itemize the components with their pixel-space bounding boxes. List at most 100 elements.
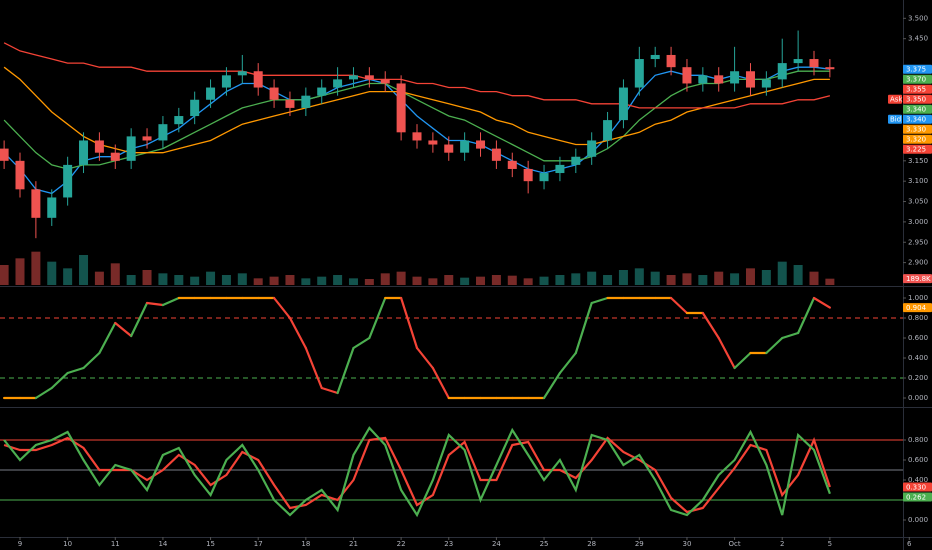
volume-bar [682, 273, 692, 285]
volume-bar [714, 271, 724, 285]
oscillator-segment [558, 351, 577, 375]
candle-body [31, 189, 41, 218]
x-tick-label: 18 [301, 540, 310, 548]
volume-bar [634, 268, 644, 285]
x-tick-label: 17 [254, 540, 263, 548]
x-tick-label: 11 [111, 540, 120, 548]
price-tag [903, 124, 932, 134]
volume-bar [412, 276, 422, 285]
side-label: Ask [890, 96, 903, 104]
volume-bar [174, 275, 184, 285]
volume-bar [221, 275, 231, 285]
y-tick-label: 0.000 [908, 516, 928, 524]
moving-average [3, 42, 831, 109]
x-tick-label: Oct [729, 540, 741, 548]
volume-bar [396, 271, 406, 285]
value-tag [903, 482, 932, 492]
volume-bar [523, 278, 533, 285]
price-tag-label: 3.375 [906, 66, 926, 74]
volume-tag [903, 274, 932, 284]
volume-bar [364, 279, 374, 285]
volume-bar [698, 275, 708, 285]
x-tick-label: 23 [444, 540, 453, 548]
candle-body [809, 59, 819, 68]
volume-bar [666, 275, 676, 285]
candle-body [460, 140, 470, 153]
volume-bar [142, 270, 152, 285]
volume-bar [618, 270, 628, 285]
oscillator-segment [304, 346, 323, 390]
value-tag-label: 0.262 [906, 494, 926, 502]
price-tag-label: 3.340 [906, 116, 926, 124]
oscillator-segment [717, 336, 736, 370]
price-tag-label: 3.320 [906, 136, 926, 144]
oscillator-segment [733, 351, 752, 370]
volume-bar [317, 276, 327, 285]
candle-body [682, 67, 692, 84]
oscillator-segment [145, 301, 165, 307]
x-tick-label: 9 [18, 540, 22, 548]
x-tick-label: 14 [158, 540, 167, 548]
candle-body [666, 54, 676, 68]
volume-bar [444, 275, 454, 285]
price-tag-label: 3.350 [906, 96, 926, 104]
oscillator-segment [590, 296, 609, 305]
volume-bar [825, 278, 835, 285]
oscillator-segment [66, 366, 85, 375]
x-tick-label: 25 [540, 540, 549, 548]
volume-bar [15, 258, 25, 285]
candle-body [15, 160, 25, 190]
volume-bar [269, 276, 279, 285]
price-tag [903, 74, 932, 84]
volume-bar [301, 278, 311, 285]
candle-body [110, 152, 120, 161]
volume-bar [650, 271, 660, 285]
oscillator-segment [320, 386, 339, 395]
candle-body [317, 87, 327, 96]
y-tick-label: 0.000 [908, 394, 928, 402]
volume-bar [253, 278, 263, 285]
value-tag-label: 0.330 [906, 484, 926, 492]
oscillator-segment [542, 371, 562, 400]
x-tick-label: 28 [587, 540, 596, 548]
price-tag-label: 3.370 [906, 76, 926, 84]
candle-body [380, 79, 390, 84]
candle-body [428, 140, 438, 145]
volume-bar [190, 276, 200, 285]
volume-bar [428, 278, 438, 285]
oscillator-segment [82, 351, 101, 370]
oscillator-segment [130, 301, 149, 338]
moving-average [3, 70, 830, 170]
price-tag [903, 64, 932, 74]
candle-body [634, 59, 644, 88]
price-tag [903, 94, 932, 104]
volume-bar [809, 271, 819, 285]
oscillator-segment [400, 296, 419, 350]
side-box [888, 94, 902, 104]
candle-body [47, 197, 57, 218]
price-tag [903, 84, 932, 94]
volume-bar [63, 268, 73, 285]
x-tick-label: 2 [780, 540, 784, 548]
candle-body [412, 132, 422, 141]
candle-body [491, 148, 501, 161]
volume-bar [285, 275, 295, 285]
volume-bar [555, 275, 565, 285]
y-tick-label: 2.950 [908, 238, 928, 246]
candle-body [269, 87, 279, 100]
volume-bar [603, 275, 613, 285]
candle-body [730, 71, 740, 84]
x-tick-label: 21 [349, 540, 358, 548]
y-tick-label: 3.500 [908, 14, 928, 22]
oscillator-segment [669, 296, 689, 315]
candle-body [333, 79, 343, 88]
price-tag-label: 3.225 [906, 146, 926, 154]
candle-body [126, 136, 136, 161]
volume-bar [47, 261, 57, 285]
volume-tag-label: 189.8K [906, 275, 931, 283]
candle-body [285, 99, 295, 108]
y-tick-label: 0.600 [908, 334, 928, 342]
volume-bar [0, 265, 9, 285]
volume-bar [126, 275, 136, 285]
candle-body [396, 83, 406, 133]
